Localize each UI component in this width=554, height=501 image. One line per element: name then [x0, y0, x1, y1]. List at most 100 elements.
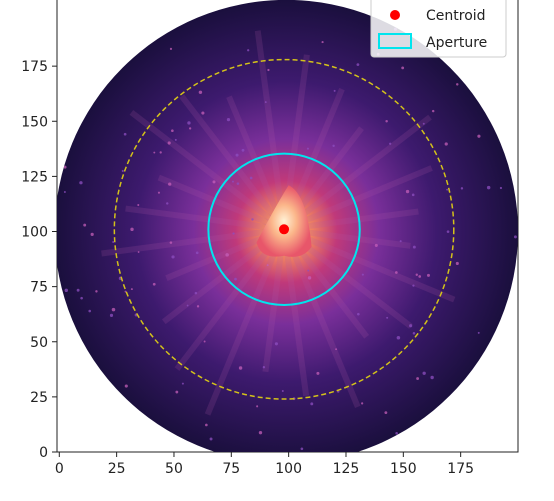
- x-tick-label: 175: [447, 461, 474, 477]
- background-star: [232, 232, 235, 235]
- background-star: [195, 251, 199, 255]
- background-star: [374, 243, 378, 247]
- background-star: [187, 121, 191, 125]
- background-star: [307, 269, 310, 272]
- background-star: [389, 142, 392, 145]
- background-star: [486, 185, 491, 190]
- background-star: [152, 282, 156, 286]
- legend: Centroid Aperture: [370, 0, 507, 58]
- background-star: [310, 402, 314, 406]
- background-star: [418, 275, 422, 278]
- background-star: [431, 109, 435, 113]
- x-tick-label: 150: [390, 461, 417, 477]
- aperture-circle: [207, 152, 361, 306]
- background-star: [137, 251, 140, 253]
- background-star: [332, 144, 335, 148]
- y-tick-label: 175: [21, 59, 48, 75]
- background-star: [168, 182, 172, 186]
- background-star: [446, 188, 449, 191]
- background-star: [409, 324, 413, 328]
- legend-aperture-label: Aperture: [426, 35, 487, 51]
- background-star: [256, 405, 259, 408]
- diffraction-ray: [254, 30, 288, 230]
- background-star: [79, 181, 83, 185]
- background-star: [357, 312, 360, 316]
- y-tick-label: 150: [21, 114, 48, 130]
- background-star: [401, 66, 405, 70]
- background-star: [225, 253, 229, 257]
- legend-centroid-marker: [390, 10, 400, 20]
- y-tick-label: 25: [30, 390, 48, 406]
- y-axis-ticks: 0 25 50 75 100 125 150 175: [21, 59, 57, 461]
- background-star: [412, 284, 415, 287]
- annulus-circle: [113, 58, 455, 400]
- background-star: [130, 288, 133, 291]
- background-star: [416, 377, 420, 380]
- background-star: [333, 89, 336, 92]
- background-star: [121, 169, 124, 172]
- background-star: [186, 304, 189, 307]
- background-star: [231, 180, 234, 183]
- background-star: [456, 83, 459, 86]
- background-stars: [63, 27, 517, 458]
- background-star: [124, 384, 128, 388]
- background-star: [316, 371, 320, 375]
- background-star: [166, 202, 169, 205]
- x-tick-label: 100: [275, 461, 302, 477]
- background-star: [198, 90, 203, 94]
- diffraction-ray: [125, 205, 285, 233]
- background-star: [90, 232, 94, 237]
- background-star: [258, 431, 263, 435]
- y-tick-label: 125: [21, 169, 48, 185]
- background-star: [130, 227, 134, 232]
- background-star: [174, 138, 177, 141]
- background-star: [384, 411, 388, 415]
- background-star: [235, 153, 239, 157]
- diffraction-ray: [281, 228, 310, 397]
- background-star: [80, 296, 83, 300]
- background-star: [194, 291, 198, 295]
- background-star: [412, 331, 416, 335]
- background-star: [205, 423, 208, 427]
- background-star: [175, 390, 179, 394]
- diffraction-ray: [282, 165, 433, 233]
- diffraction-ray: [157, 174, 286, 233]
- background-star: [264, 101, 267, 104]
- x-tick-label: 50: [165, 461, 183, 477]
- background-star: [123, 132, 127, 136]
- background-star: [361, 402, 364, 405]
- y-tick-label: 50: [30, 335, 48, 351]
- y-tick-label: 100: [21, 225, 48, 241]
- background-star: [137, 204, 140, 207]
- x-tick-label: 25: [108, 461, 126, 477]
- background-star: [415, 273, 418, 276]
- legend-centroid-label: Centroid: [426, 8, 486, 24]
- background-star: [247, 49, 250, 52]
- background-star: [171, 255, 175, 259]
- centroid-marker: [279, 224, 290, 235]
- background-star: [209, 437, 213, 441]
- diffraction-ray: [281, 228, 361, 409]
- background-star: [399, 240, 402, 243]
- background-star: [267, 68, 270, 72]
- background-star: [111, 307, 116, 312]
- background-star: [356, 63, 360, 67]
- background-star: [203, 340, 206, 343]
- background-star: [361, 273, 364, 276]
- diffraction-ray: [282, 114, 432, 232]
- diffraction-ray: [226, 95, 287, 231]
- background-star: [300, 447, 304, 451]
- background-star: [262, 456, 264, 458]
- bright-core: [256, 185, 312, 257]
- background-star: [95, 290, 98, 293]
- legend-box: [370, 0, 507, 58]
- background-star: [251, 218, 254, 221]
- background-star: [274, 342, 278, 346]
- background-star: [405, 189, 410, 194]
- background-star: [159, 151, 162, 154]
- background-star: [422, 122, 425, 125]
- background-star: [460, 187, 464, 190]
- background-star: [234, 277, 237, 281]
- background-star: [335, 348, 338, 351]
